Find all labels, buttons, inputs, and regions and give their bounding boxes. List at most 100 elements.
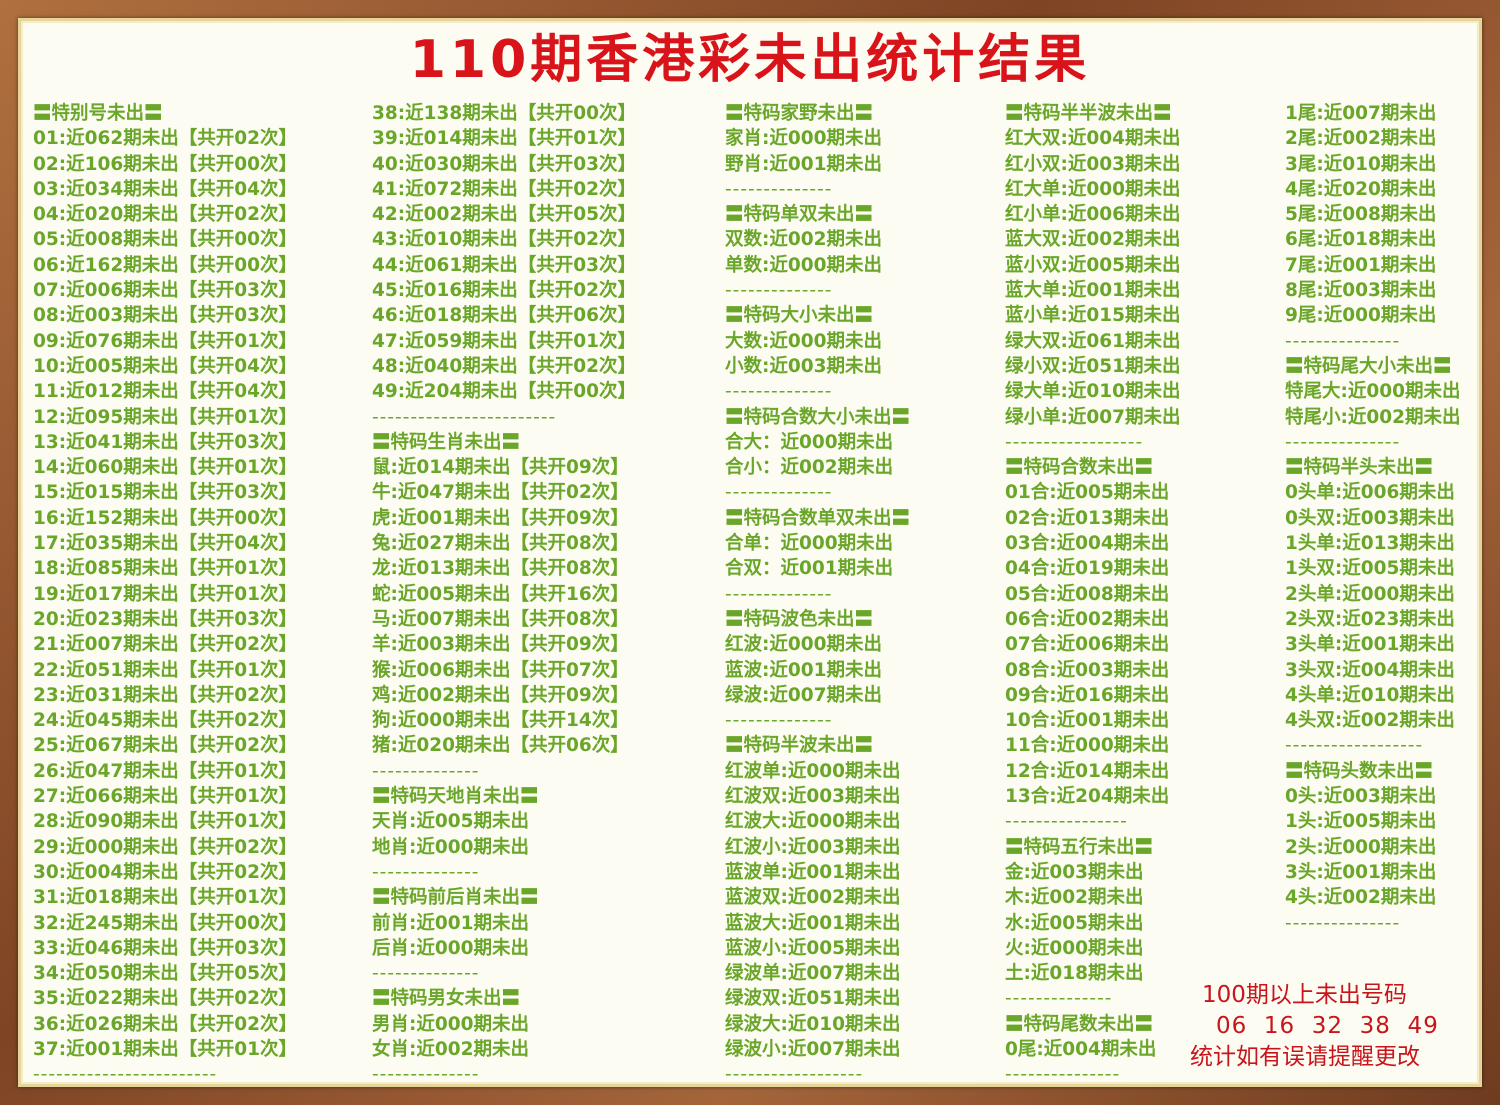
stat-line: 37:近001期未出【共开01次】 [33,1038,298,1060]
separator: ------------------ [1005,431,1144,453]
stat-line: 蛇:近005期未出【共开16次】 [372,583,629,605]
stat-line: 2尾:近002期未出 [1285,128,1437,150]
separator: -------------- [725,583,833,605]
stat-line: 36:近026期未出【共开02次】 [33,1013,298,1035]
separator: ------------------ [725,1064,864,1086]
stat-line: 30:近004期未出【共开02次】 [33,861,298,883]
stat-line: 羊:近003期未出【共开09次】 [372,634,629,656]
stat-line: 1尾:近007期未出 [1285,103,1437,124]
stat-line: 06合:近002期未出 [1005,608,1170,630]
stat-line: 25:近067期未出【共开02次】 [33,735,298,757]
stat-line: 绿波双:近051期未出 [725,988,901,1010]
stat-line: 单数:近000期未出 [725,254,883,276]
stat-line: 前肖:近001期未出 [372,912,530,934]
stat-line: 龙:近013期未出【共开08次】 [372,558,629,580]
stat-line: 绿大双:近061期未出 [1005,330,1181,352]
stat-line: 马:近007期未出【共开08次】 [372,608,629,630]
section-header: 〓特别号未出〓 [33,103,163,124]
stat-line: 24:近045期未出【共开02次】 [33,710,298,732]
section-header: 〓特码半半波未出〓 [1005,103,1172,124]
stat-line: 3头双:近004期未出 [1285,659,1455,681]
stat-line: 蓝大单:近001期未出 [1005,280,1181,302]
stat-line: 猴:近006期未出【共开07次】 [372,659,629,681]
stat-line: 11:近012期未出【共开04次】 [33,381,298,403]
stat-line: 红波小:近003期未出 [725,836,901,858]
stat-line: 5尾:近008期未出 [1285,204,1437,226]
section-header: 〓特码前后肖未出〓 [372,887,539,909]
stat-line: 17:近035期未出【共开04次】 [33,533,298,555]
section-header: 〓特码合数单双未出〓 [725,507,911,529]
stat-line: 12合:近014期未出 [1005,760,1170,782]
stat-line: 红波单:近000期未出 [725,760,901,782]
stat-line: 0头双:近003期未出 [1285,507,1455,529]
stat-line: 21:近007期未出【共开02次】 [33,634,298,656]
stat-line: 31:近018期未出【共开01次】 [33,887,298,909]
separator: ------------------ [1285,735,1424,757]
stat-line: 绿小双:近051期未出 [1005,355,1181,377]
stat-line: 45:近016期未出【共开02次】 [372,280,637,302]
section-header: 〓特码半头未出〓 [1285,457,1434,479]
stat-line: 女肖:近002期未出 [372,1038,530,1060]
stat-line: 02:近106期未出【共开00次】 [33,153,298,175]
stat-line: 04合:近019期未出 [1005,558,1170,580]
stat-line: 绿波大:近010期未出 [725,1013,901,1035]
stat-line: 1头双:近005期未出 [1285,558,1455,580]
section-header: 〓特码尾大小未出〓 [1285,355,1452,377]
stat-line: 44:近061期未出【共开03次】 [372,254,637,276]
stat-line: 15:近015期未出【共开03次】 [33,482,298,504]
stat-line: 蓝波单:近001期未出 [725,861,901,883]
section-header: 〓特码生肖未出〓 [372,431,521,453]
stat-line: 绿波小:近007期未出 [725,1038,901,1060]
stat-line: 10:近005期未出【共开04次】 [33,355,298,377]
stat-line: 1头单:近013期未出 [1285,533,1455,555]
stat-line: 13合:近204期未出 [1005,786,1170,808]
section-header: 〓特码单双未出〓 [725,204,874,226]
stat-line: 23:近031期未出【共开02次】 [33,684,298,706]
stat-line: 兔:近027期未出【共开08次】 [372,533,629,555]
stat-line: 08合:近003期未出 [1005,659,1170,681]
stat-line: 33:近046期未出【共开03次】 [33,937,298,959]
stat-line: 39:近014期未出【共开01次】 [372,128,637,150]
stat-line: 蓝波大:近001期未出 [725,912,901,934]
footer-note: 100期以上未出号码 06 16 32 38 49 统计如有误请提醒更改 [1190,980,1439,1073]
stat-line: 12:近095期未出【共开01次】 [33,406,298,428]
stat-line: 蓝小单:近015期未出 [1005,305,1181,327]
stat-line: 0头单:近006期未出 [1285,482,1455,504]
section-header: 〓特码五行未出〓 [1005,836,1154,858]
stat-line: 49:近204期未出【共开00次】 [372,381,637,403]
stat-line: 43:近010期未出【共开02次】 [372,229,637,251]
stat-line: 特尾大:近000期未出 [1285,381,1461,403]
stat-line: 2头单:近000期未出 [1285,583,1455,605]
section-header: 〓特码半波未出〓 [725,735,874,757]
stat-line: 红大单:近000期未出 [1005,178,1181,200]
stat-line: 13:近041期未出【共开03次】 [33,431,298,453]
stat-line: 双数:近002期未出 [725,229,883,251]
stat-line: 火:近000期未出 [1005,937,1144,959]
stat-line: 11合:近000期未出 [1005,735,1170,757]
separator: -------------- [725,482,833,504]
stat-line: 水:近005期未出 [1005,912,1144,934]
stat-line: 合小：近002期未出 [725,457,894,479]
stat-line: 绿波:近007期未出 [725,684,883,706]
stat-line: 4头:近002期未出 [1285,887,1437,909]
footer-disclaimer: 统计如有误请提醒更改 [1190,1044,1420,1070]
stat-line: 19:近017期未出【共开01次】 [33,583,298,605]
stat-line: 蓝波:近001期未出 [725,659,883,681]
footer-heading: 100期以上未出号码 [1202,982,1407,1008]
stat-line: 01合:近005期未出 [1005,482,1170,504]
separator: --------------- [1285,330,1401,352]
separator: --------------- [1285,912,1401,934]
stat-line: 蓝波小:近005期未出 [725,937,901,959]
stat-line: 绿大单:近010期未出 [1005,381,1181,403]
page-title: 110期香港彩未出统计结果 [409,30,1091,90]
separator: -------------- [372,1064,480,1086]
stat-line: 26:近047期未出【共开01次】 [33,760,298,782]
stat-line: 47:近059期未出【共开01次】 [372,330,637,352]
column-special-numbers: 〓特别号未出〓 01:近062期未出【共开02次】 02:近106期未出【共开00次… [33,101,297,1088]
stat-line: 46:近018期未出【共开06次】 [372,305,637,327]
stat-line: 42:近002期未出【共开05次】 [372,204,637,226]
stat-line: 2头双:近023期未出 [1285,608,1455,630]
stat-line: 红小单:近006期未出 [1005,204,1181,226]
stat-line: 03:近034期未出【共开04次】 [33,178,298,200]
